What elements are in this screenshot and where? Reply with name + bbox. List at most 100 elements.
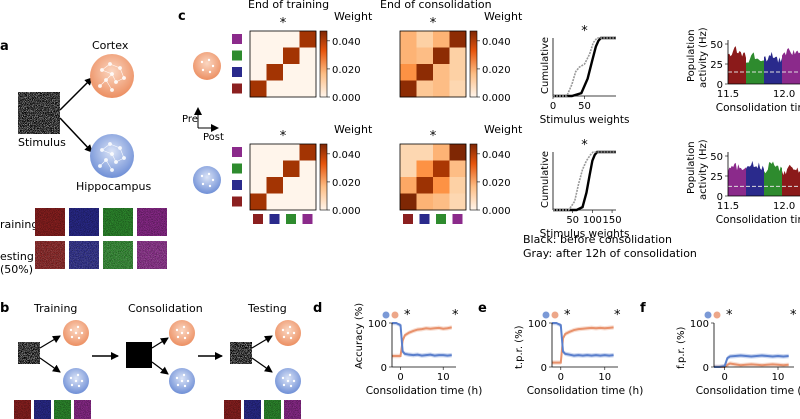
stimulus-square-noise [18, 342, 40, 364]
cumulative-series-before [553, 36, 616, 98]
x-tick-label: 10 [772, 372, 785, 383]
heatmap-cell [250, 193, 267, 211]
heatmap-frame [399, 143, 467, 211]
x-axis-label: Consolidation time (h) [696, 385, 800, 397]
colorbar-gradient [469, 30, 478, 98]
x-axis-label: Consolidation time (h) [527, 385, 644, 397]
y-tick-label: 25 [710, 60, 723, 71]
schema-stimulus-pattern [74, 400, 91, 419]
colorbar-gradient [319, 143, 328, 211]
heatmap-cell [283, 144, 300, 161]
cumulative-ylabel: Cumulative [540, 151, 551, 208]
heatmap-cell [283, 193, 300, 211]
heatmap-cell [299, 160, 317, 178]
significance-star: * [452, 308, 459, 323]
schema-training-stimulus [18, 342, 40, 364]
significance-star: * [726, 308, 733, 323]
neuron [74, 379, 78, 383]
heatmap-cell [400, 64, 417, 81]
series-line [552, 326, 614, 364]
col-stimulus-swatch [253, 214, 263, 224]
neuron [80, 331, 84, 335]
stimulus-pattern-mask [35, 241, 65, 269]
post-label: Post [203, 132, 224, 143]
schema-testing-label: Testing [247, 302, 287, 315]
stimulus-pattern [103, 241, 133, 269]
panel-label-c: c [178, 9, 186, 24]
schema-arrow [39, 335, 61, 349]
heatmap-cell [250, 177, 267, 194]
stimulus-pattern-noise [35, 208, 65, 236]
heatmap-cell [400, 31, 417, 48]
colorbar-gradient [469, 143, 478, 211]
legend-black: Black: before consolidation [523, 233, 672, 246]
colorbar-tick-label: 0.040 [332, 37, 361, 48]
heatmap-cell [299, 47, 317, 65]
y-tick-label: 50 [710, 152, 723, 163]
col-title-consolidation: End of consolidation [380, 0, 492, 11]
heatmap-cell [299, 31, 317, 48]
heatmap-cell [416, 80, 434, 98]
col-stimulus-swatch [302, 214, 313, 224]
schema-hippocampus-icon [275, 368, 301, 394]
heatmap-cell [433, 80, 450, 98]
colorbar-tick-label: 0.040 [482, 150, 511, 161]
schema-stimulus-pattern [264, 400, 281, 419]
row-stimulus-swatch [232, 83, 242, 94]
heatmap-cell [449, 193, 467, 211]
neuron [186, 331, 190, 335]
weight-heatmap [399, 143, 467, 211]
significance-star: * [430, 16, 437, 31]
schema-cortex-icon [63, 320, 89, 346]
x-axis-label: Consolidation time (h) [366, 385, 483, 397]
stimulus-pattern-noise [103, 208, 133, 236]
hippocampus-legend-dot [704, 311, 712, 319]
significance-star: * [404, 308, 411, 323]
heatmap-cell [449, 160, 467, 178]
neuron [281, 328, 285, 332]
stimulus-label: Stimulus [18, 136, 66, 149]
heatmap-frame [249, 143, 317, 211]
significance-star: * [280, 129, 287, 144]
schema-arrow [251, 357, 273, 373]
neuron [183, 384, 187, 388]
neuron [182, 325, 186, 329]
panel-label-e: e [478, 301, 487, 316]
hippocampus-legend-dot [542, 311, 550, 319]
col-stimulus-swatch [436, 214, 446, 224]
heatmap-cell [449, 47, 467, 65]
panel-label-d: d [313, 301, 322, 316]
hippocampus-legend-dot [382, 311, 390, 319]
heatmap-cell [250, 31, 267, 48]
heatmap-cell [283, 160, 300, 178]
neuron [77, 336, 81, 340]
series-line [552, 322, 614, 357]
stimulus-square [18, 92, 60, 134]
row-stimulus-swatch [232, 67, 242, 77]
training-row-label: raining [0, 218, 38, 231]
cumulative-plots: 0 50 * Cumulative Stimulus weights 50 100 150 * C… [540, 24, 630, 240]
heatmap-cell [400, 193, 417, 211]
pop-xlabel: Consolidation time (h [716, 102, 800, 114]
activity-segment [728, 162, 746, 196]
schema-arrow [39, 357, 61, 373]
stimulus-pattern [35, 241, 65, 269]
series-error-band [552, 323, 614, 358]
col-stimulus-swatch [419, 214, 430, 224]
heatmap-cell [416, 144, 434, 161]
heatmap-cell [250, 47, 267, 65]
x-tick-label: 50 [566, 215, 579, 226]
heatmap-cell [250, 80, 267, 98]
cortex-legend-dot [713, 311, 721, 319]
neuron [282, 383, 286, 387]
heatmap-cell [433, 193, 450, 211]
heatmap-cell [433, 64, 450, 81]
schema-hippocampus-icon [63, 368, 89, 394]
neuron [186, 379, 190, 383]
x-tick-label: 0 [550, 101, 556, 112]
x-tick-label: 150 [603, 215, 622, 226]
heatmap-cell [400, 160, 417, 178]
activity-segment [746, 52, 764, 84]
pattern-noise [244, 400, 261, 419]
schema-stimulus-pattern [244, 400, 261, 419]
